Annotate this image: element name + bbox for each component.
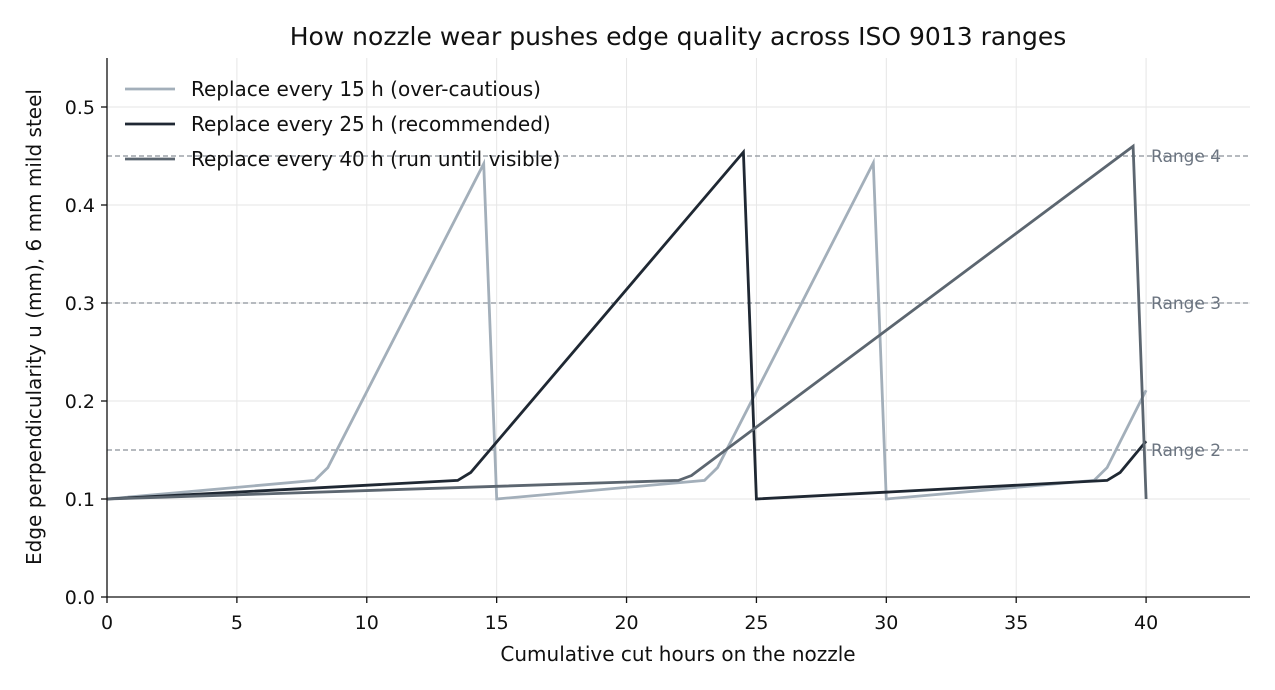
- series-line-2: [106, 148, 1148, 501]
- x-tick-label: 15: [485, 612, 509, 634]
- x-tick-label: 40: [1134, 612, 1158, 634]
- series-line-1: [106, 157, 1148, 501]
- y-tick-label: 0.3: [65, 293, 95, 315]
- series-line-3: [106, 143, 1148, 501]
- x-tick-label: 30: [874, 612, 898, 634]
- y-axis-label: Edge perpendicularity u (mm), 6 mm mild …: [22, 89, 46, 565]
- x-tick-label: 0: [101, 612, 113, 634]
- legend: Replace every 15 h (over-cautious) Replac…: [125, 77, 560, 171]
- y-tick-label: 0.0: [65, 587, 95, 609]
- reference-lines: Range 2 Range 3 Range 4: [107, 147, 1250, 461]
- chart-title: How nozzle wear pushes edge quality acro…: [290, 22, 1067, 51]
- legend-entry: Replace every 15 h (over-cautious): [191, 77, 541, 101]
- x-tick-label: 25: [744, 612, 768, 634]
- x-axis-label: Cumulative cut hours on the nozzle: [500, 642, 855, 666]
- y-tick-label: 0.5: [65, 97, 95, 119]
- legend-entry: Replace every 25 h (recommended): [191, 112, 551, 136]
- grid: [106, 58, 1250, 598]
- series: [106, 143, 1148, 501]
- reference-line-label: Range 3: [1151, 294, 1221, 314]
- axes: 0 5 10 15 20 25 30 35 40 0.0 0.1 0.2 0.3 0.4 0.5: [65, 58, 1250, 634]
- y-tick-label: 0.4: [65, 195, 95, 217]
- y-tick-label: 0.2: [65, 391, 95, 413]
- y-tick-label: 0.1: [65, 489, 95, 511]
- reference-line-label: Range 2: [1151, 441, 1221, 461]
- reference-line-label: Range 4: [1151, 147, 1221, 167]
- x-tick-label: 5: [231, 612, 243, 634]
- x-tick-label: 35: [1004, 612, 1028, 634]
- x-tick-label: 20: [614, 612, 638, 634]
- legend-entry: Replace every 40 h (run until visible): [191, 147, 560, 171]
- x-tick-label: 10: [355, 612, 379, 634]
